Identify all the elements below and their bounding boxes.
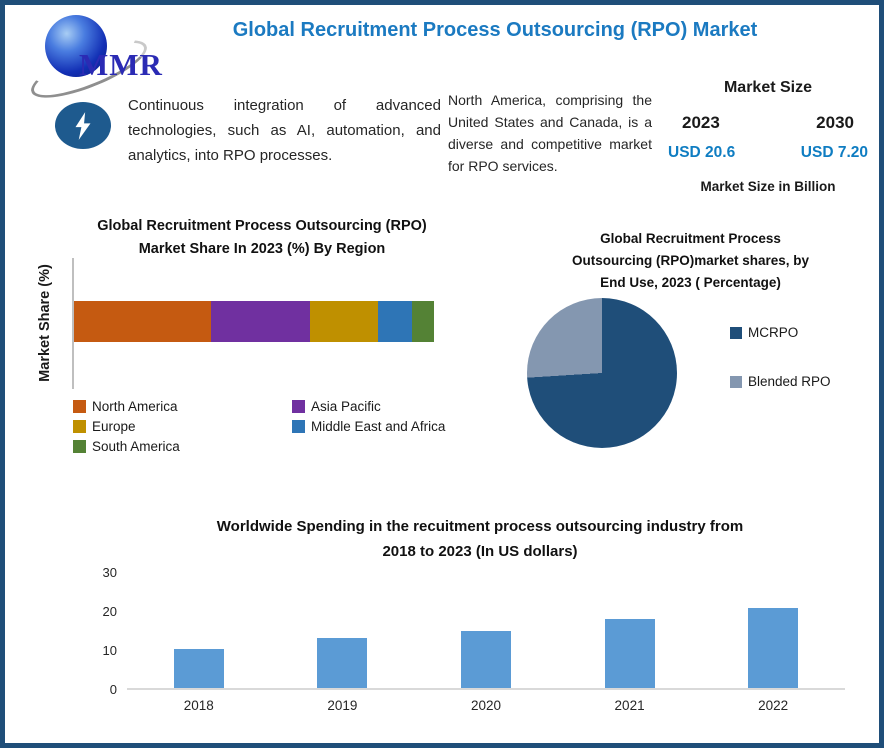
region-stacked-bar [74, 301, 434, 342]
x-tick-label: 2022 [758, 698, 789, 713]
bar-column-2019: 2019 [271, 573, 415, 713]
market-size-value-2023: USD 20.6 [668, 144, 736, 161]
bar-column-2018: 2018 [127, 573, 271, 713]
region-chart-title: Global Recruitment Process Outsourcing (… [97, 218, 427, 257]
pie-legend-label: MCRPO [748, 325, 799, 340]
enduse-pie-title: Global Recruitment Process Outsourcing (… [571, 231, 810, 290]
spending-bar-2021 [604, 619, 655, 688]
enduse-pie-legend: MCRPO Blended RPO [730, 325, 831, 389]
spending-bar-2022 [748, 608, 799, 688]
region-legend-label: South America [92, 439, 180, 454]
spending-bar-2018 [173, 648, 224, 688]
spending-bar-2019 [317, 638, 368, 688]
region-legend-item: Europe [73, 419, 292, 434]
region-legend-item: South America [73, 439, 292, 454]
bar-column-2022: 2022 [701, 573, 845, 713]
bar-segment [378, 301, 413, 342]
bar-segment [210, 301, 310, 342]
tech-integration-note: Continuous integration of advanced techn… [128, 97, 441, 164]
x-tick-label: 2021 [614, 698, 645, 713]
spending-plot: 2018 2019 2020 2021 2022 [127, 573, 845, 713]
bar-segment [74, 301, 211, 342]
region-chart-yaxis-line [72, 258, 74, 389]
region-legend-swatch [73, 400, 86, 413]
region-legend-swatch [73, 420, 86, 433]
enduse-pie [527, 298, 677, 448]
market-size-footnote: Market Size in Billion [700, 179, 836, 194]
y-tick-label: 30 [102, 565, 117, 580]
bar-column-2020: 2020 [414, 573, 558, 713]
bar-column-2021: 2021 [558, 573, 702, 713]
region-legend-item: North America [73, 399, 292, 414]
pie-legend-swatch [730, 326, 742, 339]
market-size-value-2030: USD 7.20 [800, 144, 868, 161]
logo-text: MMR [79, 47, 163, 82]
region-legend-label: North America [92, 399, 178, 414]
region-legend-label: Europe [92, 419, 136, 434]
region-chart-legend: North America Asia Pacific Europe Middle Ea… [73, 399, 468, 454]
north-america-note: North America, comprising the United Sta… [448, 92, 652, 174]
x-tick-label: 2019 [327, 698, 358, 713]
pie-legend-item: MCRPO [730, 325, 831, 340]
spending-yaxis: 0 10 20 30 [85, 565, 117, 697]
region-legend-swatch [73, 440, 86, 453]
x-tick-label: 2020 [470, 698, 501, 713]
region-legend-label: Asia Pacific [311, 399, 381, 414]
market-size-year-2023: 2023 [682, 113, 720, 132]
market-size-title: Market Size [723, 79, 813, 96]
bar-segment [309, 301, 379, 342]
pie-legend-swatch [730, 375, 742, 388]
region-chart-ylabel: Market Share (%) [37, 264, 53, 382]
page-title: Global Recruitment Process Outsourcing (… [232, 19, 758, 41]
y-tick-label: 0 [109, 682, 117, 697]
globe-icon [45, 15, 107, 77]
x-tick-label: 2018 [183, 698, 214, 713]
bar-segment [412, 301, 434, 342]
region-legend-item: Asia Pacific [292, 399, 468, 414]
region-legend-swatch [292, 400, 305, 413]
y-tick-label: 20 [102, 604, 117, 619]
region-legend-label: Middle East and Africa [311, 419, 446, 434]
region-legend-item: Middle East and Africa [292, 419, 468, 434]
spending-bar-2020 [460, 630, 511, 688]
spending-chart-title: Worldwide Spending in the recuitment pro… [216, 518, 744, 560]
pie-legend-item: Blended RPO [730, 374, 831, 389]
lightning-bolt-glyph [75, 111, 91, 140]
region-legend-swatch [292, 420, 305, 433]
y-tick-label: 10 [102, 643, 117, 658]
pie-legend-label: Blended RPO [748, 374, 831, 389]
mmr-logo: MMR [24, 11, 163, 109]
lightning-icon [55, 102, 111, 149]
market-size-year-2030: 2030 [816, 113, 854, 132]
market-size-panel: Market Size 2023 2030 USD 20.6 USD 7.20 … [668, 79, 868, 194]
